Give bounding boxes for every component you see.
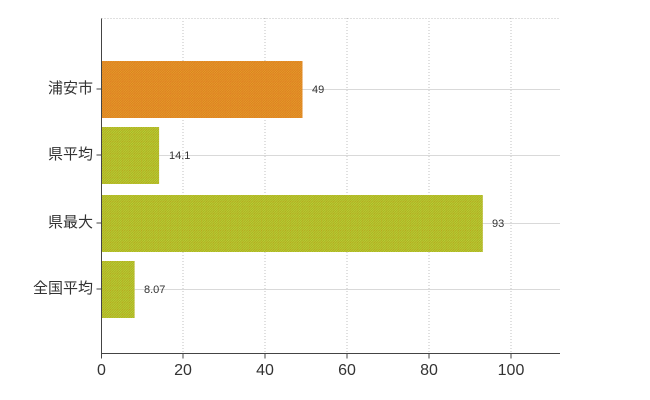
svg-text:49: 49 bbox=[312, 84, 324, 96]
svg-text:93: 93 bbox=[492, 218, 504, 230]
svg-text:14.1: 14.1 bbox=[169, 150, 190, 162]
svg-text:全国平均: 全国平均 bbox=[33, 277, 93, 298]
svg-text:0: 0 bbox=[97, 362, 106, 379]
svg-text:浦安市: 浦安市 bbox=[48, 77, 93, 98]
svg-text:100: 100 bbox=[498, 362, 525, 379]
svg-text:県最大: 県最大 bbox=[48, 211, 93, 232]
svg-text:県平均: 県平均 bbox=[48, 143, 93, 164]
svg-text:8.07: 8.07 bbox=[144, 284, 165, 296]
svg-text:40: 40 bbox=[256, 362, 274, 379]
svg-text:80: 80 bbox=[420, 362, 438, 379]
svg-text:60: 60 bbox=[338, 362, 356, 379]
svg-text:20: 20 bbox=[174, 362, 192, 379]
